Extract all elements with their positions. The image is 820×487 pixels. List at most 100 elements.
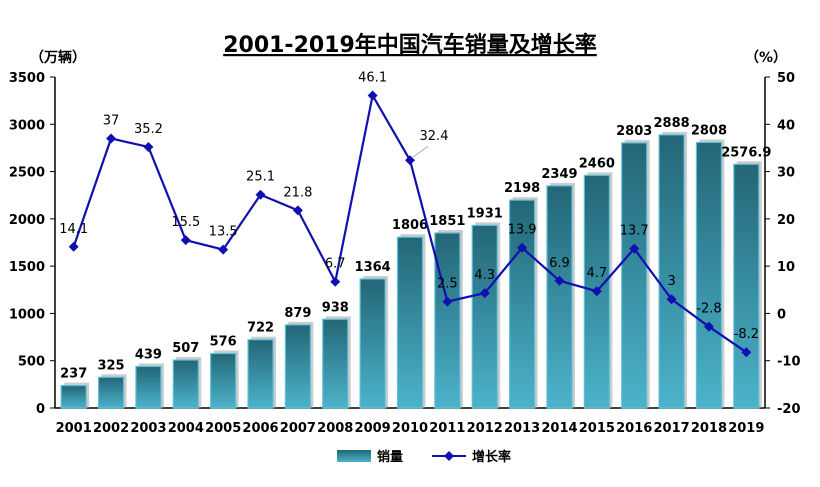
x-tick-label: 2015	[579, 421, 615, 436]
line-label: 46.1	[358, 70, 387, 85]
line-marker	[330, 276, 341, 287]
bar-label: 2576.9	[721, 145, 771, 160]
bar-label: 507	[172, 341, 199, 356]
right-tick-label: -10	[777, 355, 801, 370]
line-marker	[703, 321, 714, 332]
line-label: 13.7	[620, 224, 649, 239]
line-label: 4.7	[586, 266, 607, 281]
line-label: 6.9	[549, 256, 570, 271]
line-label: 6.7	[325, 257, 346, 272]
line-marker	[218, 244, 229, 255]
bar-label: 439	[135, 347, 162, 362]
x-tick-label: 2014	[541, 421, 577, 436]
x-tick-label: 2016	[616, 421, 652, 436]
bar-label: 938	[322, 300, 349, 315]
line-label: 13.9	[508, 223, 537, 238]
bar	[60, 384, 87, 409]
bar-label: 2349	[541, 167, 577, 182]
line-marker	[517, 242, 528, 253]
bar	[658, 134, 685, 409]
line-label: -2.8	[696, 302, 721, 317]
line-label: 37	[103, 113, 120, 128]
line-marker	[143, 141, 154, 152]
left-tick-label: 3500	[9, 71, 45, 86]
x-tick-label: 2009	[355, 421, 391, 436]
bar	[733, 163, 760, 409]
line-marker	[629, 243, 640, 254]
x-tick-label: 2011	[429, 421, 465, 436]
x-tick-label: 2012	[467, 421, 503, 436]
right-tick-label: 10	[777, 260, 795, 275]
bar	[359, 278, 386, 409]
line-marker	[591, 286, 602, 297]
line-label: 14.1	[59, 222, 88, 237]
line-label: 32.4	[420, 129, 449, 144]
left-axis-label: （万辆）	[30, 49, 86, 66]
x-tick-label: 2013	[504, 421, 540, 436]
bar	[135, 365, 162, 409]
bar	[172, 359, 199, 409]
leader-line	[412, 145, 429, 158]
bar	[210, 352, 237, 409]
right-tick-label: 0	[777, 307, 786, 322]
x-tick-label: 2019	[728, 421, 764, 436]
x-tick-label: 2005	[205, 421, 241, 436]
bar	[97, 376, 125, 409]
x-tick-label: 2018	[691, 421, 727, 436]
x-tick-label: 2017	[653, 421, 689, 436]
left-tick-label: 500	[18, 355, 45, 370]
chart-title: 2001-2019年中国汽车销量及增长率	[223, 32, 597, 58]
x-tick-label: 2006	[242, 421, 278, 436]
line-label: 13.5	[209, 225, 238, 240]
line-marker	[292, 205, 303, 216]
bar	[434, 232, 461, 409]
line-marker	[741, 347, 752, 358]
bar-label: 879	[284, 306, 311, 321]
x-tick-label: 2008	[317, 421, 353, 436]
bar-label: 2888	[653, 116, 689, 131]
line-marker	[106, 133, 117, 144]
bar-label: 1806	[392, 218, 428, 233]
line-label: 25.1	[246, 170, 275, 185]
line-label: 2.5	[437, 277, 458, 292]
right-axis-label: （%）	[745, 50, 787, 66]
left-tick-label: 1000	[9, 307, 45, 322]
line-marker	[405, 155, 415, 166]
bar-label: 2198	[504, 181, 540, 196]
line-marker	[666, 294, 677, 305]
bar-label: 1931	[467, 206, 503, 221]
bar	[471, 224, 498, 409]
bar-label: 237	[60, 367, 87, 382]
line-label: 3	[667, 274, 675, 289]
legend-line-label: 增长率	[472, 449, 511, 465]
bar-label: 1364	[355, 260, 391, 275]
line-marker	[255, 189, 266, 200]
legend-bar-swatch	[337, 450, 371, 462]
bar	[546, 185, 573, 409]
bar-label: 325	[97, 358, 124, 373]
bar	[509, 199, 536, 409]
bar-label: 576	[210, 335, 237, 350]
bar	[247, 339, 274, 409]
left-tick-label: 3000	[9, 118, 45, 133]
bar-label: 2803	[616, 124, 652, 139]
line-label: -8.2	[734, 327, 759, 342]
line-label: 35.2	[134, 122, 163, 137]
line-label: 4.3	[474, 268, 495, 283]
line-marker	[180, 235, 191, 246]
bar-label: 2808	[691, 123, 727, 138]
right-tick-label: -20	[777, 402, 801, 417]
bar	[322, 318, 349, 409]
right-tick-label: 30	[777, 166, 795, 181]
left-tick-label: 2000	[9, 213, 45, 228]
x-tick-label: 2004	[168, 421, 204, 436]
x-tick-label: 2003	[130, 421, 166, 436]
right-tick-label: 20	[777, 213, 795, 228]
bar	[396, 236, 424, 409]
left-tick-label: 1500	[9, 260, 45, 275]
x-tick-label: 2010	[392, 421, 428, 436]
line-marker	[479, 288, 490, 299]
bar	[621, 142, 648, 409]
